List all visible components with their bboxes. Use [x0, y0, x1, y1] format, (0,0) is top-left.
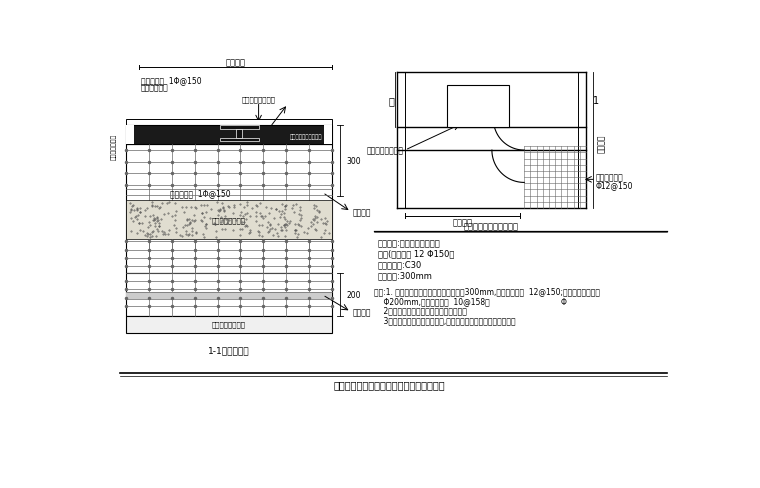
- Text: 200: 200: [347, 290, 361, 299]
- Bar: [126, 125, 134, 144]
- Text: 1: 1: [593, 96, 599, 106]
- Text: 配筋双层双向: 配筋双层双向: [596, 173, 624, 182]
- Text: 说明:1. 人货梯基础位置的顶板厚度加厚为300mm,钢筋双层双向  12@150;负一层底板加厚为: 说明:1. 人货梯基础位置的顶板厚度加厚为300mm,钢筋双层双向 12@150…: [374, 286, 600, 295]
- Bar: [126, 316, 332, 333]
- Text: 板的长度: 板的长度: [453, 218, 473, 227]
- Text: 施工电梯基础: 施工电梯基础: [141, 83, 169, 92]
- Bar: [126, 144, 332, 274]
- Text: 基础厚度:300mm: 基础厚度:300mm: [378, 271, 433, 280]
- Text: 配筋(双层双向 12 Φ150）: 配筋(双层双向 12 Φ150）: [378, 249, 454, 258]
- Text: 3、若施工电梯基础坐落架上,相邻两块板都要用树脂加强处理。: 3、若施工电梯基础坐落架上,相邻两块板都要用树脂加强处理。: [374, 316, 516, 325]
- Text: 施工电梯基础平面示意图: 施工电梯基础平面示意图: [464, 222, 519, 230]
- Bar: [126, 119, 332, 125]
- Bar: [220, 139, 258, 142]
- Text: 回顶钢管: 回顶钢管: [353, 307, 371, 317]
- Text: 基础尺寸:负一层顶板的尺寸: 基础尺寸:负一层顶板的尺寸: [378, 239, 441, 247]
- Text: 配双层双向  1Φ@150: 配双层双向 1Φ@150: [141, 76, 201, 84]
- Text: 二: 二: [389, 96, 394, 106]
- Text: 板的厚度: 板的厚度: [597, 134, 606, 152]
- Text: Φ12@150: Φ12@150: [596, 181, 633, 190]
- Bar: [324, 125, 332, 144]
- Bar: [220, 126, 258, 129]
- Text: 回顶钢管: 回顶钢管: [353, 208, 371, 217]
- Text: 配双层双向  1Φ@150: 配双层双向 1Φ@150: [170, 188, 231, 198]
- Text: 施工电梯下安装钢构件: 施工电梯下安装钢构件: [290, 134, 322, 140]
- Text: 板的长度: 板的长度: [226, 59, 245, 68]
- Text: 建筑结构加厚作为人货梯基础浇筑做法详图: 建筑结构加厚作为人货梯基础浇筑做法详图: [334, 379, 445, 389]
- Text: Φ200mm,钢筋双层双向  10@158；                              Φ: Φ200mm,钢筋双层双向 10@158； Φ: [374, 296, 567, 305]
- Text: 施工电梯预埋基座: 施工电梯预埋基座: [242, 96, 276, 102]
- Bar: [447, 85, 509, 128]
- Text: 楼下室第一层底板: 楼下室第一层底板: [212, 217, 246, 223]
- Text: 300: 300: [347, 157, 361, 165]
- Text: 楼下室第二层底板: 楼下室第二层底板: [212, 321, 246, 328]
- Text: 2、人防区负一层底板板厚和钢筋不变。: 2、人防区负一层底板板厚和钢筋不变。: [374, 306, 467, 315]
- Bar: [126, 274, 332, 316]
- Text: 楼下室建筑构件: 楼下室建筑构件: [111, 134, 116, 160]
- Text: 混凝土强度:C30: 混凝土强度:C30: [378, 260, 423, 269]
- Bar: [126, 292, 332, 300]
- Text: 1-1剖面大样图: 1-1剖面大样图: [208, 346, 250, 355]
- Bar: [236, 129, 242, 139]
- Bar: [126, 201, 332, 239]
- Text: 施工电梯预埋基座: 施工电梯预埋基座: [366, 146, 404, 155]
- Bar: [126, 125, 332, 144]
